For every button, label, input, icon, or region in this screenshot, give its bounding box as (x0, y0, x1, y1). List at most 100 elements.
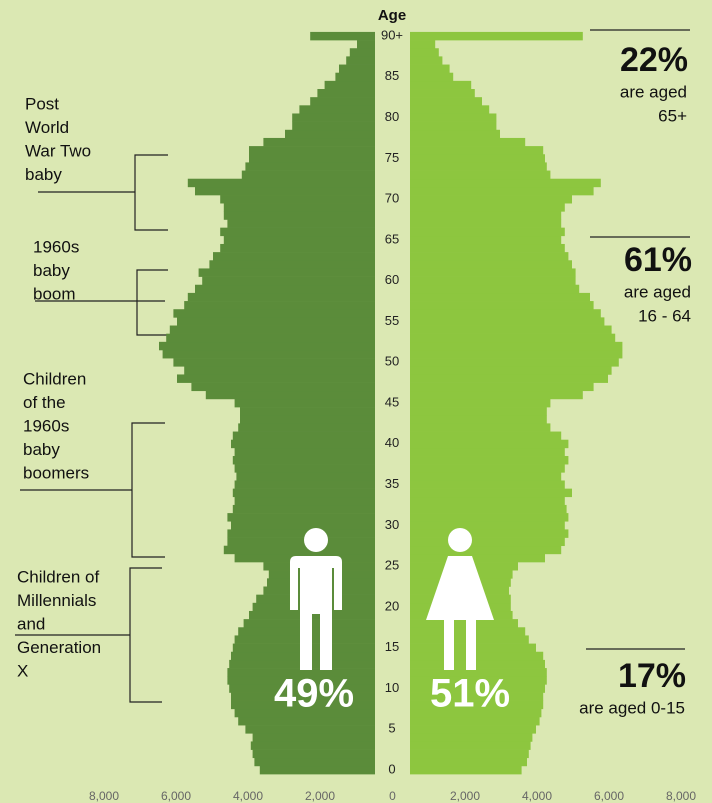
bar (184, 301, 375, 310)
annotation: boomers (23, 463, 89, 482)
bar (227, 668, 375, 677)
bar (250, 741, 375, 750)
bar (410, 121, 497, 131)
bar (240, 407, 375, 416)
bar (234, 708, 375, 718)
y-tick-label: 30 (385, 517, 399, 532)
bar (410, 765, 522, 775)
bar (232, 456, 375, 465)
bar (410, 203, 565, 212)
bar (292, 113, 375, 122)
annotation: 1960s (33, 237, 79, 256)
annotation-value: 61% (624, 241, 692, 279)
bar (410, 464, 565, 473)
annotation: Millennials (17, 591, 96, 610)
x-tick-label: 2,000 (450, 789, 480, 803)
bar (410, 358, 619, 367)
bar (191, 382, 375, 392)
bar (410, 447, 565, 457)
bar (410, 676, 547, 685)
bar (410, 276, 576, 286)
bar (223, 235, 375, 245)
bar (227, 676, 375, 685)
annotation: 65+ (658, 106, 687, 125)
bar (166, 333, 375, 343)
bar (410, 439, 569, 449)
bar (410, 129, 500, 139)
bar (410, 243, 565, 253)
bar (335, 72, 375, 82)
bar (410, 741, 531, 750)
bar (162, 349, 375, 359)
bar (231, 692, 375, 701)
x-tick-label: 6,000 (161, 789, 191, 803)
bar (410, 757, 527, 767)
bar (227, 537, 375, 547)
bar (410, 227, 565, 237)
bar (410, 292, 590, 302)
annotation: baby (23, 440, 60, 459)
bar (240, 415, 375, 424)
bar (410, 349, 623, 359)
bar (410, 260, 572, 269)
bar (254, 757, 375, 767)
annotation: baby (25, 165, 62, 184)
bar (410, 195, 572, 204)
bar (410, 513, 569, 522)
y-axis-label: Age (378, 7, 406, 24)
y-tick-label: 45 (385, 394, 399, 409)
bar (410, 333, 616, 343)
bars (159, 31, 623, 775)
bar (252, 749, 375, 759)
bar (410, 407, 547, 416)
bar (195, 186, 375, 196)
woman-icon (426, 528, 494, 670)
bar (213, 252, 375, 261)
annotation: baby (33, 261, 70, 280)
bar (410, 496, 565, 506)
man-icon (290, 528, 342, 670)
bar (232, 431, 375, 440)
bar (187, 178, 375, 188)
bar (410, 374, 608, 383)
x-tick-label: 4,000 (522, 789, 552, 803)
bar (410, 89, 475, 98)
bar (410, 708, 542, 718)
bar (410, 504, 567, 514)
bar (410, 146, 544, 155)
y-tick-label: 75 (385, 150, 399, 165)
bar (249, 146, 375, 155)
y-tick-label: 60 (385, 272, 399, 287)
bar (410, 137, 526, 147)
y-tick-label: 25 (385, 558, 399, 573)
bar (229, 684, 375, 693)
bar (410, 431, 562, 440)
bar (234, 447, 375, 457)
annotation: are aged 0-15 (579, 698, 685, 717)
annotation: are aged (620, 82, 687, 101)
bar (410, 619, 518, 628)
bar (410, 31, 583, 41)
bar (209, 260, 375, 269)
y-tick-label: 90+ (381, 27, 403, 42)
y-tick-label: 35 (385, 476, 399, 491)
bar (410, 325, 612, 334)
bar (410, 162, 547, 171)
bar (159, 341, 375, 351)
y-tick-label: 85 (385, 68, 399, 83)
bar (410, 537, 565, 547)
bar (410, 472, 562, 481)
bar (410, 749, 529, 759)
bar (410, 684, 545, 693)
bar (232, 488, 375, 498)
bar (410, 692, 544, 701)
bar (317, 89, 375, 98)
bar (410, 170, 551, 180)
bar (357, 40, 375, 49)
bar (410, 40, 436, 49)
x-tick-label: 6,000 (594, 789, 624, 803)
bar (410, 415, 547, 424)
bar (410, 423, 551, 432)
bar (249, 154, 375, 163)
bar (410, 64, 450, 73)
